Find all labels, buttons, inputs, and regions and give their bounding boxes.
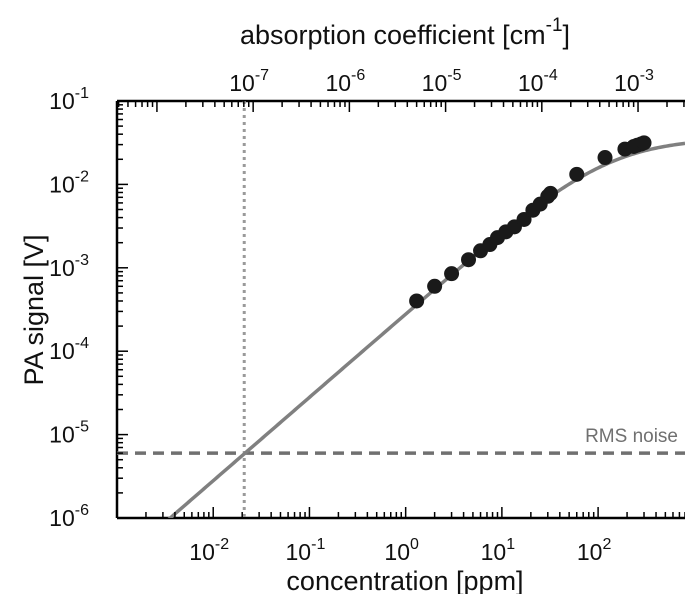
- data-points: [409, 135, 652, 309]
- y-tick-label: 10-2: [49, 168, 89, 197]
- data-point: [636, 135, 652, 151]
- y-tick-label: 10-1: [49, 85, 89, 114]
- rms-noise-label: RMS noise: [585, 426, 678, 447]
- top-axis-label-exponent: -1: [546, 15, 563, 36]
- data-point: [569, 166, 585, 182]
- x-tick-label: 10-1: [286, 536, 326, 565]
- x-tick-label: 10-2: [189, 536, 229, 565]
- data-point: [409, 293, 425, 309]
- y-tick-label: 10-3: [49, 252, 89, 281]
- fit-curve-layer: [167, 141, 685, 518]
- y-tick-label: 10-5: [49, 419, 89, 448]
- y-tick-label: 10-6: [49, 502, 89, 531]
- x-axis-label: concentration [ppm]: [286, 566, 523, 594]
- x-tick-label: 100: [384, 536, 419, 565]
- x-tick-label: 102: [577, 536, 612, 565]
- top-tick-label: 10-5: [422, 67, 462, 96]
- y-tick-label: 10-4: [49, 335, 89, 364]
- data-point: [461, 252, 477, 268]
- data-point: [597, 150, 613, 166]
- plot-frame: [115, 99, 685, 520]
- x-tick-label: 101: [481, 536, 516, 565]
- top-axis-label-close: ]: [563, 20, 571, 50]
- data-point: [542, 185, 558, 201]
- top-axis-label: absorption coefficient [cm-1]: [240, 15, 570, 50]
- data-point: [444, 266, 460, 282]
- axis-ticks: 10-2 10-1 100 101 102 10-6 10-5 10-4 10-3 10-2 10-…: [49, 67, 685, 565]
- top-tick-label: 10-3: [614, 67, 654, 96]
- top-tick-label: 10-4: [518, 67, 558, 96]
- fit-curve: [167, 141, 685, 518]
- data-point: [427, 278, 443, 294]
- y-axis-label: PA signal [V]: [19, 234, 49, 385]
- top-tick-label: 10-6: [325, 67, 365, 96]
- reference-lines: [117, 101, 685, 518]
- top-tick-label: 10-7: [229, 67, 269, 96]
- top-axis-label-text: absorption coefficient [cm: [240, 20, 546, 50]
